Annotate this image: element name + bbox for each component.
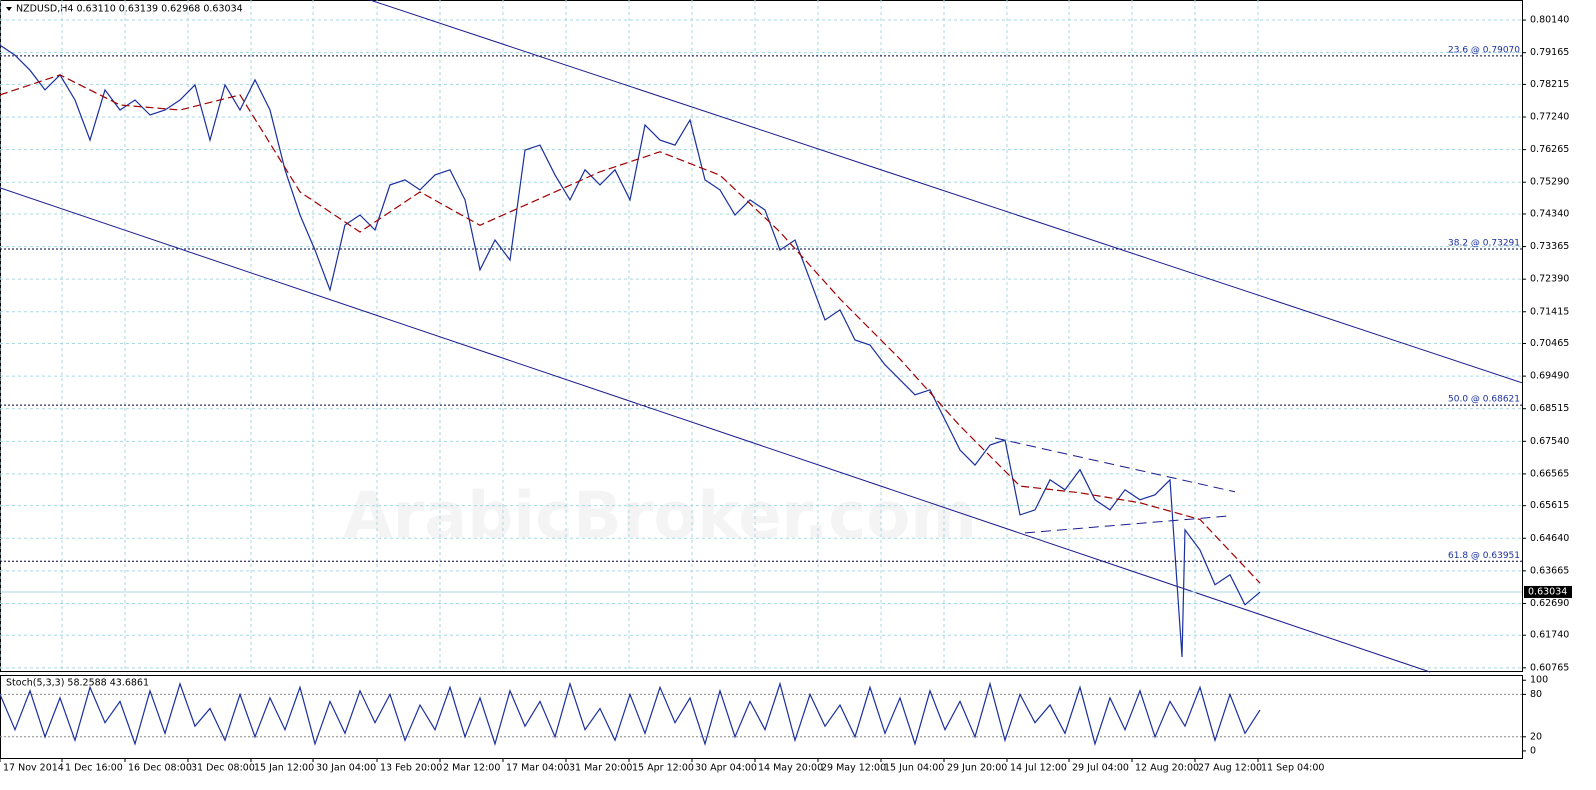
y-tick-label: 0.62690	[1530, 598, 1569, 609]
x-tick-label: 16 Dec 08:00	[128, 763, 192, 774]
y-tick-label: 0.74340	[1530, 208, 1569, 219]
y-tick-label: 0.65615	[1530, 500, 1569, 511]
y-tick-label: 0.70465	[1530, 338, 1569, 349]
x-tick-label: 11 Sep 04:00	[1261, 763, 1324, 774]
x-tick-label: 29 May 12:00	[821, 763, 886, 774]
x-tick-label: 29 Jul 04:00	[1072, 763, 1129, 774]
y-tick-label: 0.76265	[1530, 144, 1569, 155]
x-tick-label: 17 Mar 04:00	[506, 763, 569, 774]
current-price-box	[1524, 585, 1572, 598]
y-tick-label: 0.75290	[1530, 177, 1569, 188]
y-tick-label: 0.60765	[1530, 662, 1569, 673]
y-tick-label: 100	[1530, 675, 1548, 686]
x-tick-label: 13 Feb 20:00	[380, 763, 442, 774]
series-line	[0, 74, 1261, 584]
y-tick-label: 0	[1530, 745, 1536, 756]
x-tick-label: 15 Jan 12:00	[254, 763, 314, 774]
chart-title: NZDUSD,H4 0.63110 0.63139 0.62968 0.6303…	[16, 4, 243, 15]
main-panel	[0, 0, 1523, 672]
y-tick-label: 0.67540	[1530, 436, 1569, 447]
y-tick-label: 0.79165	[1530, 47, 1569, 58]
x-tick-label: 15 Apr 12:00	[632, 763, 694, 774]
x-tick-label: 31 Dec 08:00	[191, 763, 255, 774]
watermark: ArabicBroker.com	[343, 480, 977, 554]
fib-label: 23.6 @ 0.79070	[1448, 45, 1520, 55]
y-tick-label: 0.66565	[1530, 468, 1569, 479]
current-price-label: 0.63034	[1528, 586, 1567, 597]
series-line	[0, 44, 1261, 658]
y-tick-label: 0.69490	[1530, 371, 1569, 382]
x-tick-label: 14 Jul 12:00	[1010, 763, 1067, 774]
x-tick-label: 12 Aug 20:00	[1135, 763, 1199, 774]
y-tick-label: 0.63665	[1530, 565, 1569, 576]
y-tick-label: 0.72390	[1530, 274, 1569, 285]
y-tick-label: 0.77240	[1530, 112, 1569, 123]
stoch-title: Stoch(5,3,3) 58.2588 43.6861	[6, 678, 149, 689]
x-tick-label: 30 Apr 04:00	[695, 763, 757, 774]
x-tick-label: 17 Nov 2014	[3, 763, 64, 774]
y-tick-label: 0.64640	[1530, 533, 1569, 544]
fib-label: 38.2 @ 0.73291	[1448, 239, 1520, 249]
menu-arrow	[6, 7, 12, 11]
y-tick-label: 80	[1530, 689, 1542, 700]
y-tick-label: 20	[1530, 731, 1542, 742]
y-tick-label: 0.80140	[1530, 15, 1569, 26]
fib-label: 50.0 @ 0.68621	[1448, 395, 1520, 405]
x-tick-label: 1 Dec 16:00	[65, 763, 123, 774]
y-tick-label: 0.71415	[1530, 306, 1569, 317]
x-tick-label: 31 Mar 20:00	[569, 763, 632, 774]
fib-label: 61.8 @ 0.63951	[1448, 551, 1520, 561]
series-line	[0, 681, 1261, 747]
x-tick-label: 15 Jun 04:00	[884, 763, 944, 774]
trend-line	[1024, 515, 1231, 534]
trend-line	[0, 187, 1431, 673]
x-tick-label: 29 Jun 20:00	[947, 763, 1007, 774]
stoch-panel	[0, 675, 1523, 759]
x-tick-label: 30 Jan 04:00	[316, 763, 376, 774]
x-tick-label: 2 Mar 12:00	[443, 763, 500, 774]
x-tick-label: 14 May 20:00	[758, 763, 823, 774]
y-tick-label: 0.68515	[1530, 403, 1569, 414]
trend-line	[369, 0, 1523, 384]
trend-line	[994, 437, 1236, 493]
x-tick-label: 27 Aug 12:00	[1198, 763, 1262, 774]
y-tick-label: 0.61740	[1530, 630, 1569, 641]
y-tick-label: 0.73365	[1530, 241, 1569, 252]
y-tick-label: 0.78215	[1530, 79, 1569, 90]
